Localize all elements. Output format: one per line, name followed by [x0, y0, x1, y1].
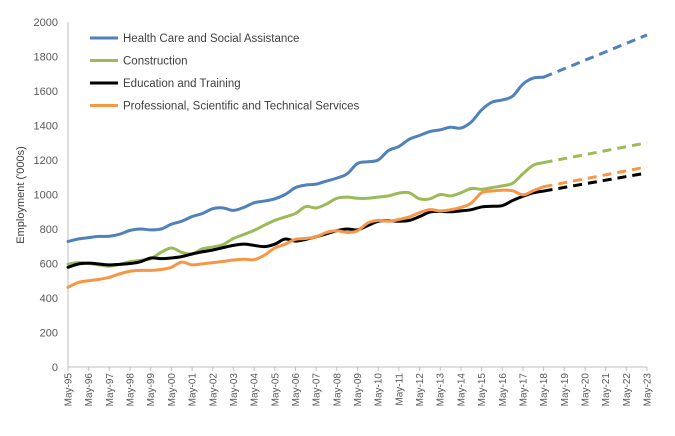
legend-label: Construction [123, 56, 188, 68]
y-tick-label: 0 [52, 362, 58, 374]
x-tick-label: May-06 [291, 373, 302, 407]
y-axis-title: Employment ('000s) [15, 146, 27, 243]
y-tick-label: 1800 [34, 52, 58, 64]
x-tick-label: May-23 [643, 373, 654, 407]
x-tick-label: May-03 [229, 373, 240, 407]
y-tick-label: 600 [40, 259, 58, 271]
x-tick-label: May-12 [415, 373, 426, 407]
y-tick-label: 1200 [34, 155, 58, 167]
series-projection-construction [543, 141, 648, 165]
x-tick-label: May-17 [518, 373, 529, 407]
x-tick-label: May-00 [167, 373, 178, 407]
x-tick-label: May-14 [456, 373, 467, 407]
x-tick-label: May-10 [374, 373, 385, 407]
series-projection-education-and-training [543, 171, 648, 193]
x-tick-label: May-16 [498, 373, 509, 407]
x-tick-label: May-96 [84, 373, 95, 407]
series-line-professional-scientific-and-technical-services [66, 185, 546, 289]
x-tick-label: May-19 [560, 373, 571, 407]
x-tick-label: May-98 [126, 373, 137, 407]
legend-label: Professional, Scientific and Technical S… [123, 101, 360, 113]
legend: Health Care and Social Assistance Constru… [90, 33, 360, 113]
x-tick-label: May-01 [188, 373, 199, 407]
x-tick-label: May-99 [146, 373, 157, 407]
x-tick-label: May-05 [270, 373, 281, 407]
series-projection-health-care-and-social-assistance [543, 33, 648, 79]
y-tick-label: 2000 [34, 17, 58, 29]
series-line-health-care-and-social-assistance [66, 75, 546, 243]
legend-label: Health Care and Social Assistance [123, 33, 299, 45]
x-tick-label: May-07 [312, 373, 323, 407]
x-tick-label: May-21 [601, 373, 612, 407]
series-projection-professional-scientific-and-technical-services [543, 165, 648, 189]
x-tick-label: May-97 [105, 373, 116, 407]
x-tick-label: May-08 [332, 373, 343, 407]
x-tick-label: May-04 [250, 373, 261, 407]
x-tick-label: May-09 [353, 373, 364, 407]
y-tick-label: 1400 [34, 121, 58, 133]
series-line-construction [66, 161, 546, 268]
y-tick-label: 800 [40, 224, 58, 236]
x-tick-label: May-18 [539, 373, 550, 407]
y-tick-label: 1000 [34, 190, 58, 202]
x-tick-label: May-95 [64, 373, 75, 407]
x-tick-label: May-02 [208, 373, 219, 407]
x-tick-label: May-11 [394, 373, 405, 406]
x-tick-label: May-15 [477, 373, 488, 407]
y-tick-label: 400 [40, 293, 58, 305]
y-tick-label: 200 [40, 328, 58, 340]
y-tick-label: 1600 [34, 86, 58, 98]
x-tick-label: May-22 [622, 373, 633, 407]
x-tick-label: May-20 [580, 373, 591, 407]
x-tick-label: May-13 [436, 373, 447, 407]
legend-label: Education and Training [123, 78, 241, 90]
